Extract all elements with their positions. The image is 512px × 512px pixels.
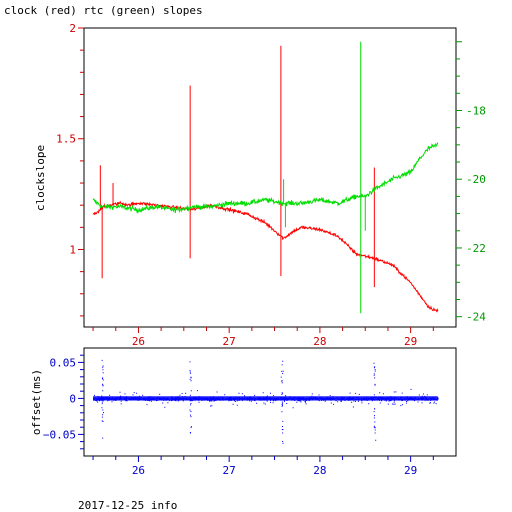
rtc-y-tick-label: -24 [466,311,486,324]
slope-y-tick-label: 2 [69,22,76,35]
offset-x-tick-label: 28 [313,464,326,477]
offset-y-label: offset(ms) [30,369,43,435]
offset-y-tick-label: 0.05 [50,356,77,369]
slope-y-tick-label: 1 [69,243,76,256]
offset-points [93,359,439,444]
offset-x-tick-label: 27 [223,464,236,477]
offset-x-tick-label: 29 [404,464,417,477]
slope-x-tick-label: 29 [404,335,417,348]
rtc-y-tick-label: -18 [466,104,486,117]
slope-x-tick-label: 26 [132,335,145,348]
offset-panel: 26 27 28 29 −0.05 0 0.05 offset(ms) [30,347,457,477]
clock-series [92,45,439,313]
slope-plot-frame [83,27,457,328]
rtc-line [92,141,439,214]
footer-date: 2017-12-25 info [78,499,177,512]
chart-title: clock (red) rtc (green) slopes [4,4,203,17]
offset-plot-frame [83,347,457,457]
offset-x-tick-label: 26 [132,464,145,477]
slope-x-tick-label: 28 [313,335,326,348]
offset-y-tick-label: 0 [69,392,76,405]
offset-series [93,359,439,444]
slope-x-tick-label: 27 [223,335,236,348]
offset-y-tick-label: −0.05 [43,428,76,441]
slope-y-label: clockslope [34,145,47,211]
offset-dense-band [93,396,438,401]
rtc-y-tick-label: -20 [466,173,486,186]
slope-axes: 26 27 28 29 1 1.5 2 -24 -22 -20 -18 [56,22,486,348]
offset-axes: 26 27 28 29 −0.05 0 0.05 [43,354,434,477]
slope-y-tick-label: 1.5 [56,133,76,146]
slope-panel: 26 27 28 29 1 1.5 2 -24 -22 -20 -18 clockslope [34,22,486,348]
rtc-y-tick-label: -22 [466,242,486,255]
clock-line [92,200,439,313]
rtc-series [92,41,439,314]
